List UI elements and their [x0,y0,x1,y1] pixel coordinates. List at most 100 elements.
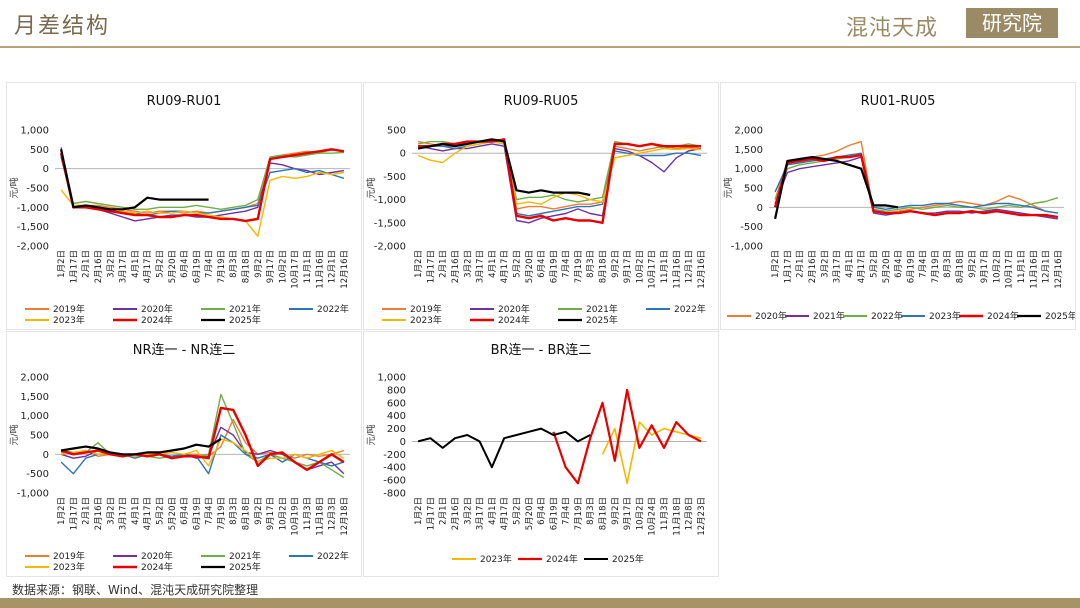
company-logo: 混沌天成 研究院 [846,8,1060,41]
x-tick-label: 12月1日 [328,250,338,283]
x-tick-label: 7月19日 [574,497,584,530]
x-tick-label: 11月1日 [303,250,313,283]
series-line-2024年 [60,406,345,471]
y-tick-label: -500 [383,172,406,183]
x-tick-label: 7月4日 [205,497,215,525]
x-tick-label: 11月18日 [672,497,682,536]
y-tick-label: -1,000 [731,242,763,253]
legend-label: 2020年 [498,303,530,315]
chart-panel-ru09-ru05: RU09-RU05 元/吨 -2,000 -1,500 -1,000 -500 0 500 1月… [363,82,719,330]
x-tick-label: 7月19日 [217,497,227,530]
x-tick-label: 2月1日 [439,250,449,278]
y-tick-label: 800 [387,385,406,396]
series-line-2023年 [601,421,702,485]
x-tick-label: 5月20日 [525,250,535,283]
chart-ru01-ru05: RU01-RU05 元/吨 -1,000 -500 0 500 1,000 1,500 2,00… [722,94,1077,322]
x-tick-label: 8月3日 [586,497,596,525]
y-tick-label: 500 [744,184,763,195]
legend-label: 2021年 [229,550,261,562]
y-tick-label: -400 [383,463,406,474]
series-line-2024年 [59,148,345,223]
x-tick-label: 4月1日 [131,250,141,278]
chart-title: BR连一 - BR连二 [491,342,592,358]
x-tick-label: 9月17日 [980,250,990,283]
x-tick-label: 8月3日 [586,250,596,278]
x-tick-label: 9月17日 [623,250,633,283]
x-tick-label: 12月16日 [697,250,707,289]
x-tick-label: 5月2日 [512,497,522,525]
y-tick-label: 600 [387,398,406,409]
y-tick-label: 1,500 [734,145,763,156]
x-tick-label: 8月18日 [599,497,609,530]
legend-label: 2023年 [410,314,442,326]
x-tick-label: 4月1日 [131,497,141,525]
x-tick-label: 2月16日 [94,497,104,530]
x-tick-label: 11月16日 [672,250,682,289]
x-tick-label: 2月1日 [82,497,92,525]
x-tick-label: 6月4日 [180,250,190,278]
legend-label: 2025年 [586,314,618,326]
chart-title: RU09-RU05 [504,94,579,109]
x-tick-label: 3月17日 [476,497,486,530]
x-tick-label: 3月2日 [463,497,473,525]
x-tick-label: 10月2日 [278,250,288,283]
x-tick-label: 10月17日 [291,250,301,289]
series-line-2024年 [773,153,1059,219]
chart-panel-br-spread: BR连一 - BR连二 元/吨 -800 -600 -400 -200 0 200 400 600… [363,331,719,577]
series-line-2023年 [417,140,701,205]
x-tick-label: 11月3日 [660,497,670,530]
x-tick-label: 8月18日 [599,250,609,283]
x-tick-label: 5月20日 [882,250,892,283]
x-tick-label: 1月2日 [57,250,67,278]
x-tick-label: 6月19日 [192,497,202,530]
x-tick-label: 3月2日 [106,497,116,525]
x-tick-label: 8月3日 [229,250,239,278]
x-tick-label: 2月16日 [94,250,104,283]
y-tick-label: -500 [26,184,49,195]
x-tick-label: 12月23日 [697,497,707,536]
x-tick-label: 2月1日 [439,497,449,525]
series-line-2020年 [417,143,702,224]
y-tick-label: -1,500 [17,222,49,233]
chart-panel-nr-spread: NR连一 - NR连二 元/吨 -1,000 -500 0 500 1,000 1,500 2,… [6,331,362,577]
x-tick-label: 11月1日 [1017,250,1027,283]
x-tick-label: 12月1日 [1042,250,1052,283]
x-tick-label: 5月2日 [869,250,879,278]
series-line-2025年 [417,427,591,469]
x-tick-label: 1月2日 [414,497,424,525]
data-source-note: 数据来源：钢联、Wind、混沌天成研究院整理 [12,583,259,597]
x-tick-label: 2月1日 [796,250,806,278]
x-tick-label: 5月2日 [155,497,165,525]
y-tick-label: -2,000 [17,242,49,253]
x-tick-label: 9月17日 [266,250,276,283]
x-tick-label: 6月4日 [894,250,904,278]
chart-panel-ru01-ru05: RU01-RU05 元/吨 -1,000 -500 0 500 1,000 1,500 2,00… [720,82,1077,330]
x-tick-label: 4月17日 [857,250,867,283]
x-tick-label: 1月17日 [426,497,436,530]
x-tick-label: 4月17日 [143,497,153,530]
legend-label: 2019年 [410,303,442,315]
x-tick-label: 6月19日 [549,250,559,283]
x-tick-label: 3月17日 [476,250,486,283]
chart-title: RU09-RU01 [147,94,222,109]
x-tick-label: 12月16日 [1054,250,1064,289]
x-tick-label: 11月16日 [315,250,325,289]
x-tick-label: 9月2日 [254,497,264,525]
y-tick-label: 2,000 [734,126,763,137]
x-tick-label: 7月19日 [931,250,941,283]
x-tick-label: 10月17日 [648,250,658,289]
y-tick-label: 1,000 [734,164,763,175]
y-tick-label: -1,000 [17,203,49,214]
y-tick-label: -500 [740,222,763,233]
y-tick-label: 500 [30,431,49,442]
y-tick-label: 200 [387,424,406,435]
x-tick-label: 9月2日 [254,250,264,278]
chart-ru09-ru01: RU09-RU01 元/吨 -2,000 -1,500 -1,000 -500 0 500 1,… [8,94,350,326]
y-tick-label: 0 [43,164,49,175]
legend-label: 2024年 [987,310,1019,322]
legend-label: 2024年 [498,314,530,326]
x-tick-label: 9月2日 [611,497,621,525]
x-tick-label: 10月24日 [648,497,658,536]
series-line-2024年 [418,138,701,224]
